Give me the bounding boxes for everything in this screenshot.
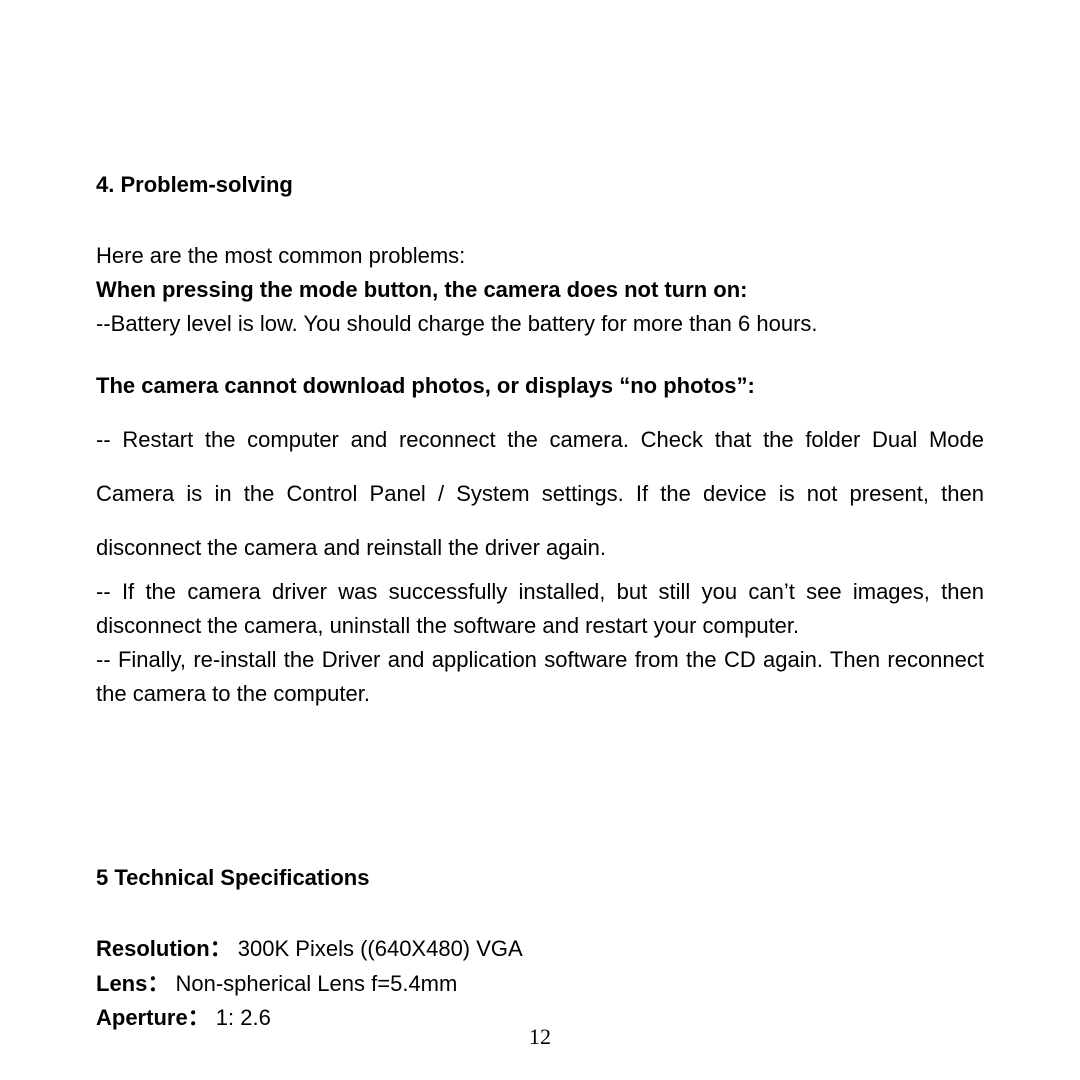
spec-resolution: Resolution： 300K Pixels ((640X480) VGA [96,932,984,966]
problem-2-line-1: -- Restart the computer and reconnect th… [96,413,984,575]
section-5-heading: 5 Technical Specifications [96,861,984,894]
problem-2-title: The camera cannot download photos, or di… [96,369,984,403]
spec-lens-value: Non-spherical Lens f=5.4mm [169,971,457,996]
spacer [96,341,984,369]
problem-1-line-1: --Battery level is low. You should charg… [96,307,984,341]
spec-resolution-value: 300K Pixels ((640X480) VGA [232,936,523,961]
problem-2-line-2: -- If the camera driver was successfully… [96,575,984,643]
spec-lens: Lens： Non-spherical Lens f=5.4mm [96,967,984,1001]
tech-specs: Resolution： 300K Pixels ((640X480) VGA L… [96,932,984,1034]
section-4-heading: 4. Problem-solving [96,168,984,201]
section-4-intro: Here are the most common problems: [96,239,984,273]
page-number: 12 [0,1024,1080,1050]
problem-1-title: When pressing the mode button, the camer… [96,273,984,307]
spec-lens-label: Lens： [96,971,169,996]
spec-resolution-label: Resolution： [96,936,232,961]
spacer [96,711,984,861]
problem-2-line-3: -- Finally, re-install the Driver and ap… [96,643,984,711]
spacer [96,403,984,413]
manual-page: 4. Problem-solving Here are the most com… [0,0,1080,1080]
